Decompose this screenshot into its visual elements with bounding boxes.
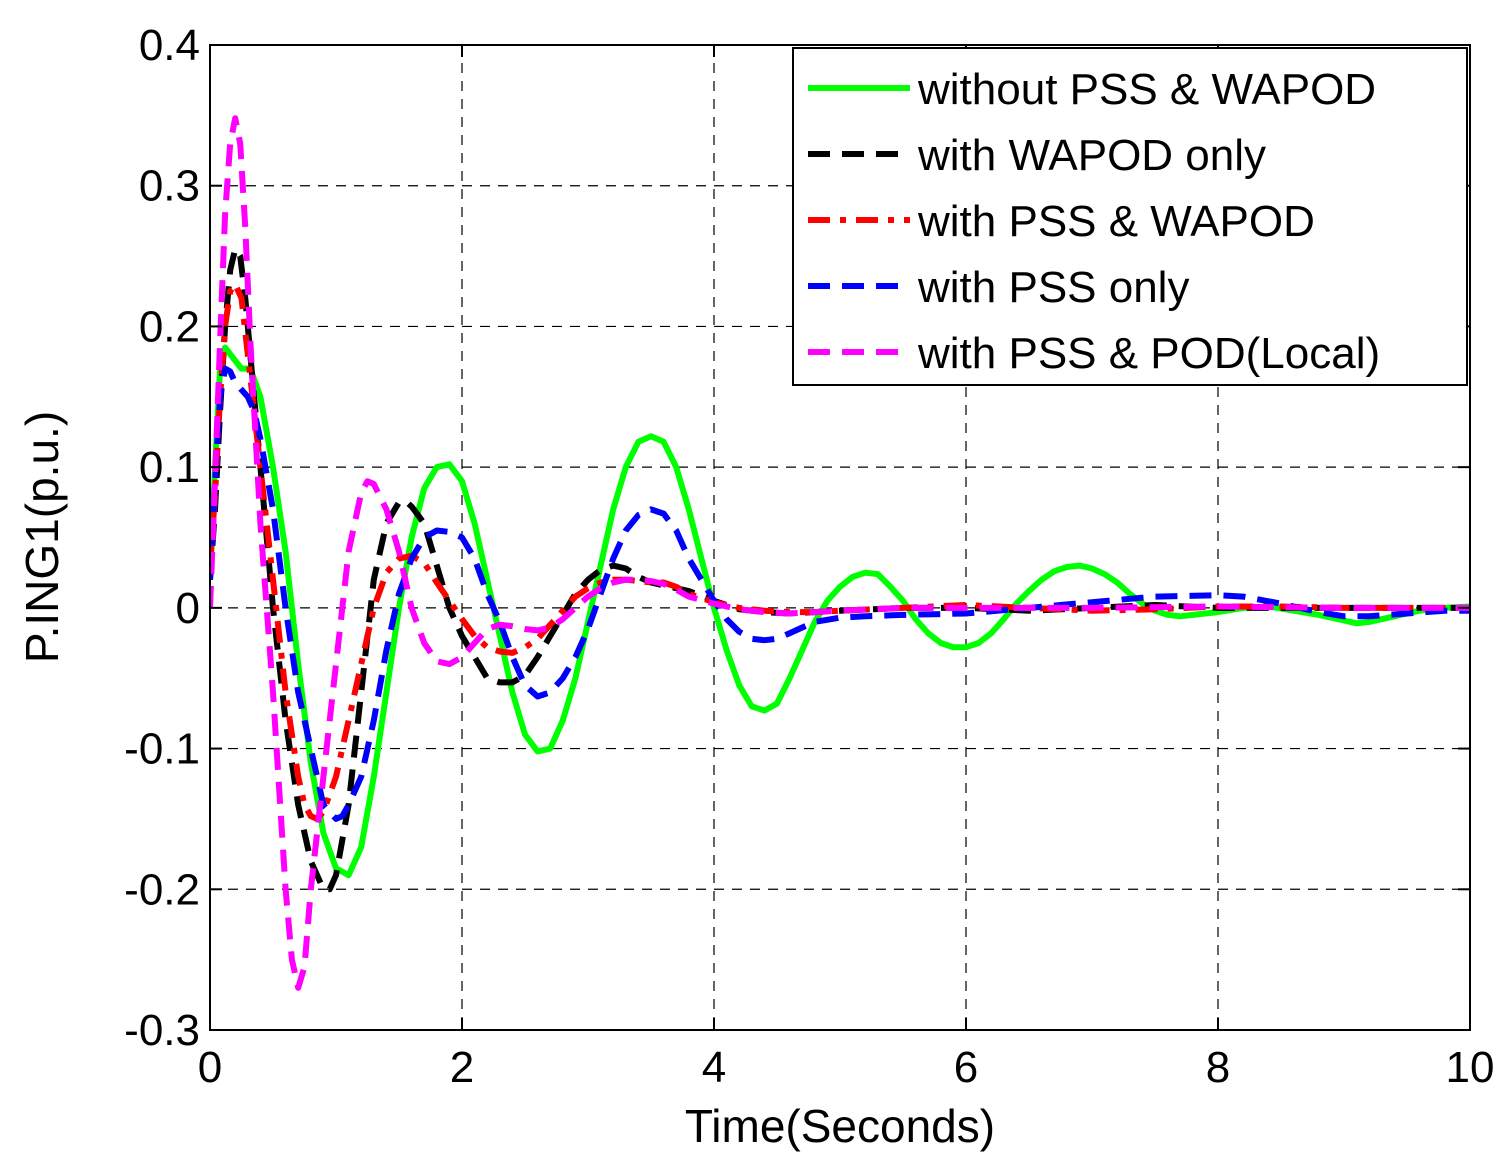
y-tick-label: 0.4 xyxy=(139,21,200,70)
x-tick-label: 4 xyxy=(702,1043,726,1092)
x-axis-label: Time(Seconds) xyxy=(685,1100,995,1152)
x-tick-label: 0 xyxy=(198,1043,222,1092)
plot-frame xyxy=(209,44,1471,1031)
series-line xyxy=(210,115,1470,991)
legend-label: with PSS only xyxy=(917,263,1189,312)
series-layer xyxy=(210,115,1470,991)
y-tick-label: -0.1 xyxy=(124,725,200,774)
x-tick-label: 6 xyxy=(954,1043,978,1092)
series-line xyxy=(210,246,1470,893)
x-tick-label: 10 xyxy=(1446,1043,1495,1092)
legend-label: with PSS & POD(Local) xyxy=(917,329,1380,378)
y-axis-label: P.ING1(p.u.) xyxy=(16,411,68,663)
y-tick-label: -0.2 xyxy=(124,865,200,914)
tick-labels: 0 2 4 6 8 10 -0.3 -0.2 -0.1 0 0.1 0.2 0.3 0.4 xyxy=(124,21,1494,1092)
y-tick-label: 0.1 xyxy=(139,443,200,492)
y-tick-label: 0 xyxy=(176,584,200,633)
y-tick-label: 0.2 xyxy=(139,302,200,351)
x-tick-label: 8 xyxy=(1206,1043,1230,1092)
legend-label: with PSS & WAPOD xyxy=(917,197,1315,246)
legend: without PSS & WAPOD with WAPOD only with P… xyxy=(792,47,1468,386)
legend-box xyxy=(792,47,1468,386)
legend-label: with WAPOD only xyxy=(917,131,1266,180)
y-tick-label: 0.3 xyxy=(139,162,200,211)
y-tick-label: -0.3 xyxy=(124,1006,200,1055)
series-line xyxy=(210,281,1470,822)
x-tick-label: 2 xyxy=(450,1043,474,1092)
legend-label: without PSS & WAPOD xyxy=(917,65,1376,114)
